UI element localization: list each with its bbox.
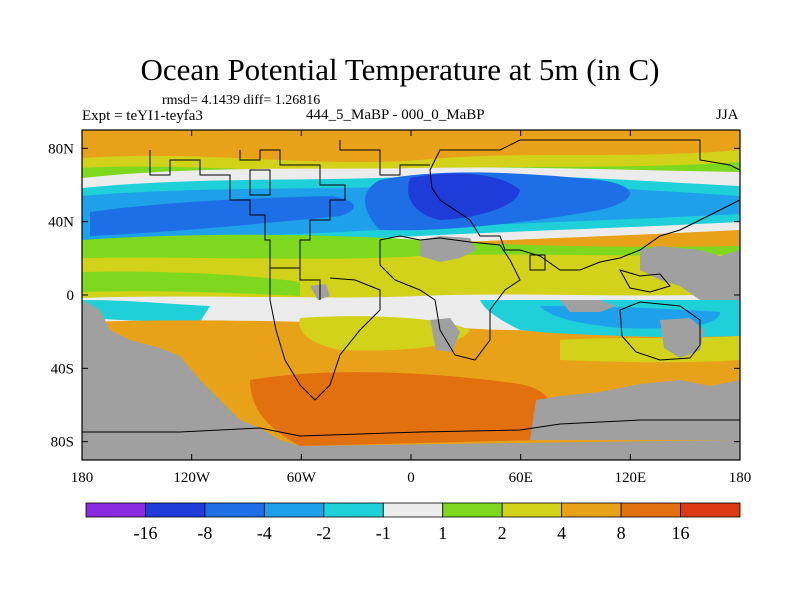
colorbar-label: -2 <box>316 523 331 543</box>
land-mask <box>82 236 740 460</box>
y-tick-label: 80S <box>51 435 74 451</box>
colorbar-swatch <box>85 502 146 518</box>
coast-south-america <box>269 267 381 401</box>
colorbar-swatch <box>145 502 206 518</box>
colorbar-label: 2 <box>498 523 507 543</box>
stats-text: rmsd= 4.1439 diff= 1.26816 <box>162 93 321 108</box>
x-tick-label: 180 <box>729 470 752 486</box>
colorbar-swatch <box>263 502 325 518</box>
colorbar-swatch <box>620 502 681 518</box>
coast-australia <box>619 301 701 361</box>
colorbar-label: 16 <box>672 523 690 543</box>
colorbar-swatch <box>323 502 384 518</box>
colorbar: -16 -8 -4 -2 -1 1 2 4 8 16 <box>85 502 741 543</box>
field-eq-cyan-west <box>82 300 210 322</box>
colorbar-label: 4 <box>557 523 566 543</box>
land-africa-patch <box>430 318 460 352</box>
colorbar-label: -1 <box>376 523 391 543</box>
coast-north-america-east <box>239 149 346 268</box>
colorbar-swatch <box>442 502 503 518</box>
colorbar-swatch <box>204 502 265 518</box>
colorbar-swatch <box>680 502 741 518</box>
field-tropical-green <box>82 271 300 296</box>
coast-africa <box>379 235 521 361</box>
colorbar-label: -4 <box>257 523 272 543</box>
land-pacific-patch <box>640 246 740 300</box>
x-tick-label: 120W <box>173 470 211 486</box>
x-tick-label: 180 <box>71 470 94 486</box>
x-tick-label: 0 <box>407 470 415 486</box>
x-axis: 180 120W 60W 0 60E 120E 180 <box>71 130 752 486</box>
x-tick-label: 60W <box>287 470 317 486</box>
coast-hudson-bay <box>249 169 271 196</box>
coast-indonesia <box>618 269 671 293</box>
coast-arabia <box>529 254 546 271</box>
x-tick-label: 120E <box>614 470 646 486</box>
land-seasia-patch <box>560 300 616 312</box>
y-tick-label: 0 <box>67 288 75 304</box>
y-tick-label: 40N <box>48 215 74 231</box>
land-antarctica-east <box>530 380 740 440</box>
y-tick-label: 80N <box>48 141 74 157</box>
land-antarctica-west <box>82 300 740 460</box>
coast-antarctica <box>82 419 740 437</box>
y-tick-label: 40S <box>51 361 74 377</box>
experiment-label: Expt = teYI1-teyfa3 <box>82 108 203 124</box>
field-n-darkblue <box>408 173 520 220</box>
coastlines <box>82 139 740 437</box>
season-label: JJA <box>716 107 739 123</box>
y-axis: 80N 40N 0 40S 80S <box>48 141 740 451</box>
field-south-deeporange <box>250 372 554 446</box>
coast-greenland-europe <box>339 140 430 176</box>
coast-north-america-west <box>149 150 321 300</box>
land-australia-patch <box>660 318 704 358</box>
field-south-atlantic-yellow <box>299 316 470 351</box>
colorbar-label: -8 <box>197 523 212 543</box>
map-title: Ocean Potential Temperature at 5m (in C) <box>140 52 660 87</box>
colorbar-swatch <box>561 502 622 518</box>
colorbar-label: 8 <box>617 523 626 543</box>
colorbar-label: 1 <box>438 523 447 543</box>
colorbar-label: -16 <box>133 523 157 543</box>
coast-eurasia <box>429 139 740 271</box>
map-plot-area <box>82 130 740 460</box>
colorbar-swatch <box>382 502 444 518</box>
field-n-pacific-blue <box>90 196 354 236</box>
land-north-africa-patch <box>420 236 476 262</box>
difference-label: 444_5_MaBP - 000_0_MaBP <box>306 107 485 123</box>
colorbar-swatch <box>501 502 563 518</box>
x-tick-label: 60E <box>509 470 533 486</box>
field-south-indian-yellow <box>560 336 740 363</box>
